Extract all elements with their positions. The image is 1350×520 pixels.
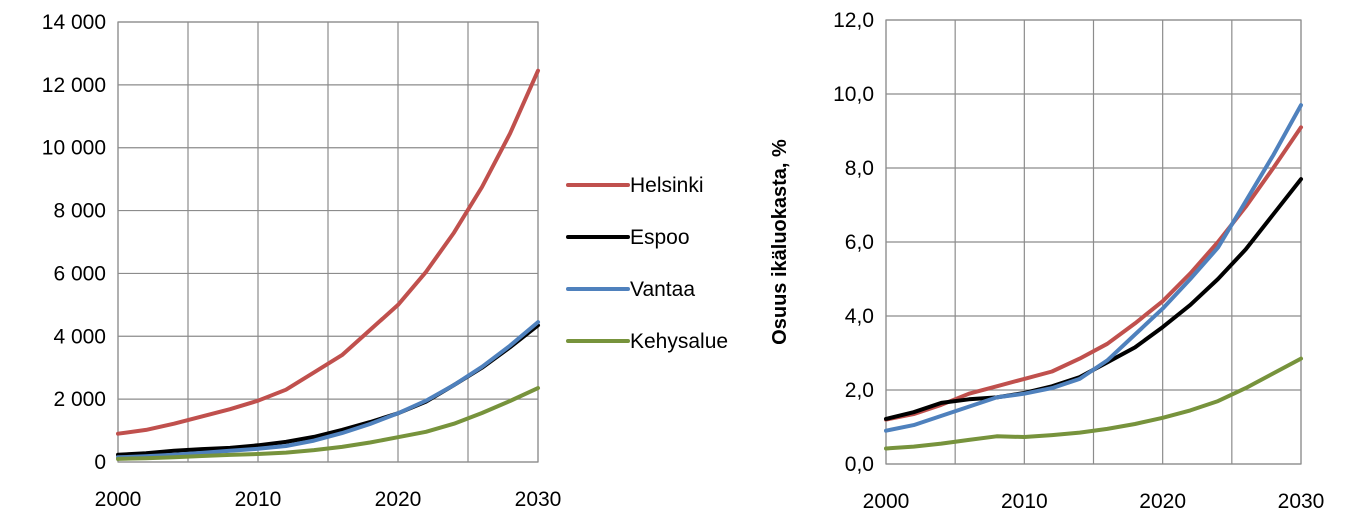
- y-tick-label: 10,0: [833, 83, 874, 106]
- legend-label-vantaa: Vantaa: [630, 278, 695, 301]
- x-tick-label: 2020: [1139, 490, 1186, 513]
- y-tick-label: 4,0: [845, 305, 874, 328]
- y-tick-label: 12 000: [42, 74, 106, 97]
- x-tick-label: 2020: [375, 488, 422, 511]
- y-tick-label: 0: [94, 451, 106, 474]
- series-line-kehysalue: [116, 386, 540, 461]
- series-line-vantaa: [116, 320, 540, 460]
- series-line-series-4: [884, 356, 1303, 451]
- y-tick-label: 4 000: [53, 325, 106, 348]
- right-chart-share: 0,0 2,0 4,0 6,0 8,0 10,0 12,0 2000 2010 2020 2030 O…: [769, 9, 1324, 513]
- x-tick-label: 2010: [235, 488, 282, 511]
- y-tick-label: 8,0: [845, 157, 874, 180]
- left-chart-count: 0 2 000 4 000 6 000 8 000 10 000 12 000 14 000 2…: [42, 11, 562, 511]
- y-tick-label: 6,0: [845, 231, 874, 254]
- y-tick-label: 6 000: [53, 262, 106, 285]
- y-tick-label: 2 000: [53, 388, 106, 411]
- y-axis-title: Osuus ikäluokasta, %: [769, 139, 791, 345]
- plot-frame: [885, 19, 1302, 465]
- legend: Helsinki Espoo Vantaa Kehysalue: [566, 174, 728, 353]
- x-tick-label: 2030: [1278, 490, 1325, 513]
- x-tick-label: 2000: [863, 490, 910, 513]
- x-tick-label: 2010: [1001, 490, 1048, 513]
- legend-label-kehysalue: Kehysalue: [630, 330, 728, 353]
- y-tick-label: 2,0: [845, 379, 874, 402]
- legend-label-helsinki: Helsinki: [630, 174, 704, 197]
- legend-label-espoo: Espoo: [630, 226, 690, 249]
- x-tick-label: 2000: [95, 488, 142, 511]
- y-tick-label: 14 000: [42, 11, 106, 34]
- y-tick-label: 0,0: [845, 453, 874, 476]
- x-tick-label: 2030: [515, 488, 562, 511]
- series-line-series-3: [884, 103, 1303, 433]
- plot-frame: [117, 21, 539, 463]
- y-tick-label: 10 000: [42, 137, 106, 160]
- series-line-helsinki: [116, 68, 540, 436]
- y-tick-label: 8 000: [53, 200, 106, 223]
- y-tick-label: 12,0: [833, 9, 874, 32]
